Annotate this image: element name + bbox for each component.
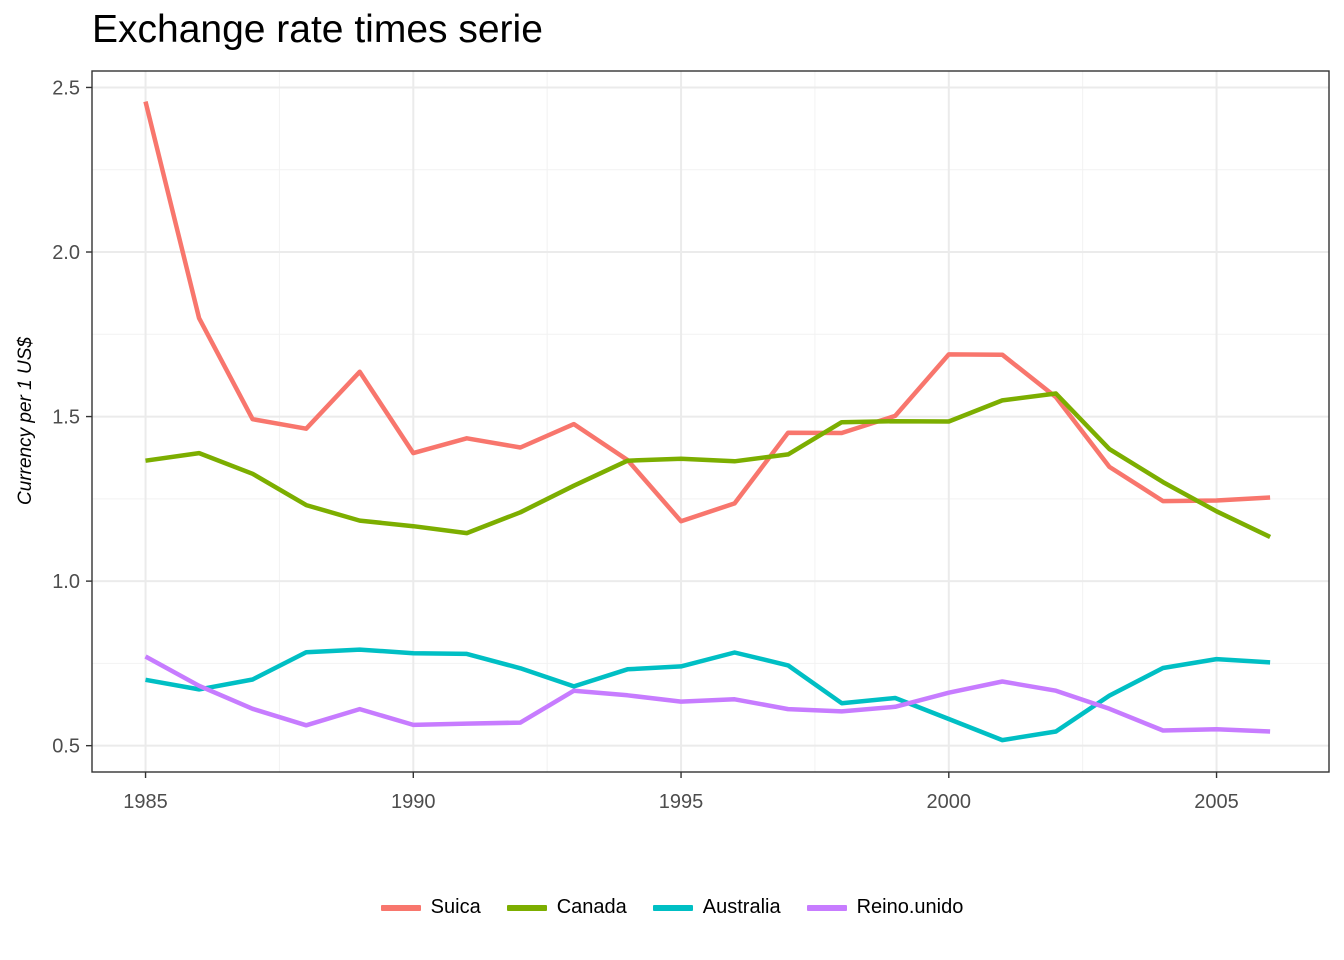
legend-label: Reino.unido — [856, 896, 964, 918]
series-lines — [143, 101, 1272, 743]
legend-key — [506, 904, 547, 911]
x-tick-label: 2000 — [927, 791, 972, 813]
panel-border — [91, 70, 1330, 773]
legend-label: Australia — [702, 896, 781, 918]
legend: Suica Canada Australia Reino.unido — [0, 896, 1344, 919]
series-line-suica — [143, 101, 1271, 524]
legend-label: Suica — [430, 896, 481, 918]
legend-key — [806, 904, 847, 911]
chart-plot: 1985 1990 1995 2000 2005 0.5 1.0 1.5 2.0 2.5 — [52, 70, 1330, 813]
x-tick-label: 1985 — [123, 791, 168, 813]
series-line-canada — [145, 391, 1272, 540]
legend-item: Reino.unido — [806, 896, 964, 919]
y-tick-label: 1.5 — [52, 407, 80, 429]
y-tick-label: 1.0 — [52, 571, 80, 593]
series-line-australia — [145, 647, 1271, 743]
chart-title: Exchange rate times serie — [92, 8, 543, 51]
y-tick-label: 0.5 — [52, 736, 80, 758]
legend-item: Australia — [652, 896, 781, 919]
y-tick-label: 2.5 — [52, 77, 80, 99]
axes: 1985 1990 1995 2000 2005 0.5 1.0 1.5 2.0 2.5 — [52, 77, 1239, 813]
x-tick-label: 1990 — [391, 791, 436, 813]
legend-item: Canada — [506, 896, 627, 919]
legend-label: Canada — [556, 896, 627, 918]
legend-key — [380, 904, 421, 911]
x-tick-label: 1995 — [659, 791, 704, 813]
legend-item: Suica — [380, 896, 481, 919]
series-line-reino-unido — [144, 654, 1271, 734]
grid-lines — [92, 71, 1329, 772]
x-tick-label: 2005 — [1194, 791, 1239, 813]
y-tick-label: 2.0 — [52, 242, 80, 264]
legend-key — [652, 904, 693, 911]
